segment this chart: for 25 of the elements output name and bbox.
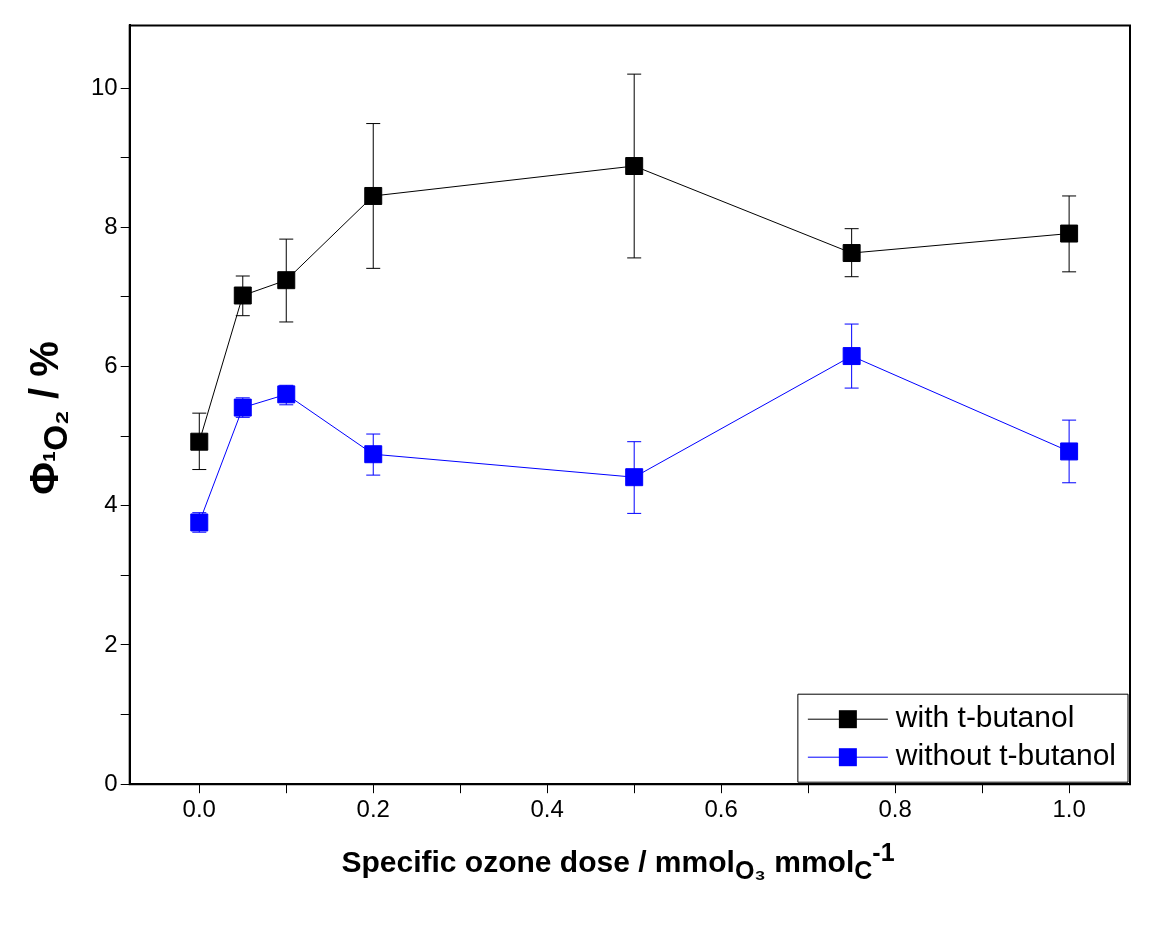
x-tick-label: 0.4 xyxy=(530,795,564,823)
x-tick-label: 0.2 xyxy=(356,795,390,823)
legend-label: with t-butanol xyxy=(894,700,1075,734)
point xyxy=(625,157,644,176)
point xyxy=(1060,442,1079,461)
point xyxy=(1060,224,1079,243)
point xyxy=(233,286,252,305)
x-tick-label: 0.0 xyxy=(182,795,216,823)
x-tick-label: 0.8 xyxy=(878,795,912,823)
point xyxy=(842,347,861,366)
y-tick-label: 0 xyxy=(104,768,118,796)
point xyxy=(625,468,644,487)
point xyxy=(364,186,383,205)
x-tick-label: 0.6 xyxy=(704,795,738,823)
point xyxy=(842,244,861,263)
y-tick-label: 8 xyxy=(104,211,118,239)
y-tick-label: 2 xyxy=(104,629,118,657)
point xyxy=(277,271,296,290)
y-tick-label: 6 xyxy=(104,351,118,379)
legend-label: without t-butanol xyxy=(894,738,1116,772)
x-tick-label: 1.0 xyxy=(1052,795,1086,823)
point xyxy=(190,432,209,451)
y-tick-label: 10 xyxy=(90,72,118,100)
point xyxy=(364,445,383,464)
y-tick-label: 4 xyxy=(104,490,118,518)
